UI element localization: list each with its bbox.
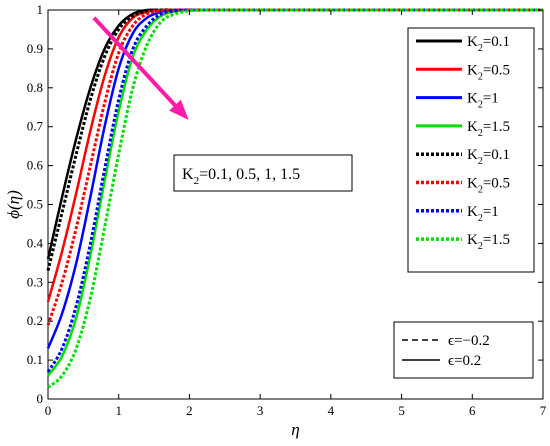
y-tick-label: 1: [37, 2, 44, 17]
y-axis-label: ϕ(η): [4, 190, 23, 219]
y-tick-label: 0.9: [27, 41, 43, 56]
y-tick-label: 0.2: [27, 313, 43, 328]
y-tick-label: 0.1: [27, 352, 43, 367]
x-tick-label: 6: [469, 403, 476, 418]
x-tick-label: 7: [540, 403, 547, 418]
legend-entry: K2=1: [467, 204, 499, 224]
x-tick-label: 5: [398, 403, 405, 418]
annotation-text: K2=0.1, 0.5, 1, 1.5: [182, 166, 300, 187]
legend-entry: K2=0.5: [467, 62, 510, 82]
annotation-box: [173, 154, 353, 192]
x-axis-label: η: [291, 420, 299, 439]
legend-entry: K2=1.5: [467, 232, 510, 252]
x-tick-label: 1: [115, 403, 122, 418]
style-legend-entry: ϵ=0.2: [448, 353, 481, 369]
style-legend-entry: ϵ=−0.2: [448, 333, 490, 349]
series-line-8-dotted: [47, 8, 543, 389]
y-tick-label: 0.3: [27, 274, 43, 289]
style-legend-box: [393, 321, 534, 379]
series-line-7-dotted: [46, 8, 543, 373]
x-tick-label: 4: [328, 403, 335, 418]
legend-entry: K2=0.5: [467, 176, 510, 196]
x-tick-label: 0: [45, 403, 52, 418]
y-tick-label: 0.4: [27, 235, 44, 250]
y-tick-label: 0: [37, 391, 44, 406]
x-tick-label: 3: [257, 403, 264, 418]
annotation-arrow-shaft: [92, 16, 188, 119]
legend-entry: K2=1.5: [467, 119, 510, 139]
y-tick-label: 0.5: [27, 197, 43, 212]
x-tick-label: 2: [186, 403, 193, 418]
y-tick-label: 0.6: [27, 158, 44, 173]
legend-entry: K2=1: [467, 91, 499, 111]
legend-entry: K2=0.1: [467, 147, 510, 167]
legend-entry: K2=0.1: [467, 34, 510, 54]
y-tick-label: 0.8: [27, 80, 43, 95]
annotation-arrow-head: [169, 99, 189, 120]
y-tick-label: 0.7: [27, 119, 44, 134]
